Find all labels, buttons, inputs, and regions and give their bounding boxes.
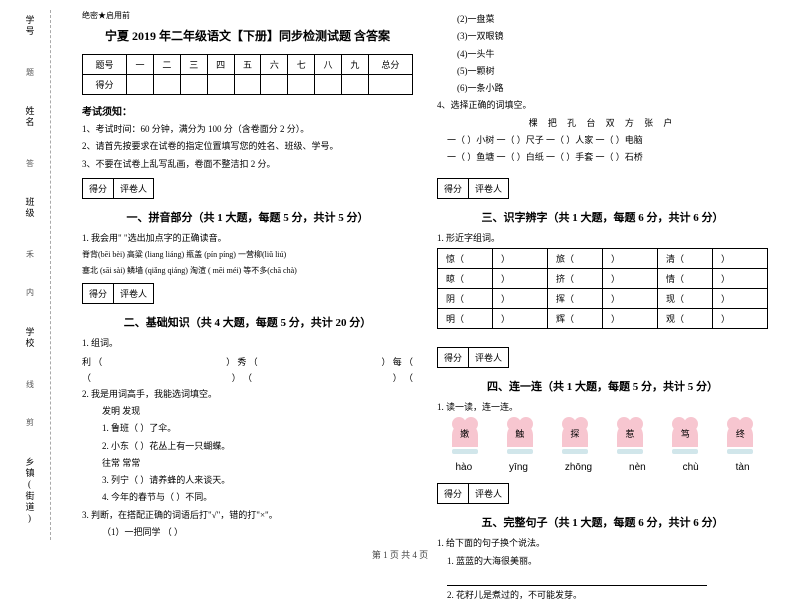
heart-icon[interactable]: 笃 [672,423,698,447]
fill-row: 一（ ）小树 一（ ）尺子 一（ ）人家 一（ ）电脑 [437,133,768,148]
pinyin-line: 脊背(bēi bèi) 高粱 (liang liáng) 瓶盖 (pín pín… [82,248,413,262]
pinyin-row: hào yīng zhōng nèn chù tàn [437,462,768,473]
confidential-label: 绝密★启用前 [82,10,413,21]
sidebar-label[interactable]: 班级 [24,197,37,219]
sub-item: (6)一条小路 [437,81,768,96]
q-text: 3. 判断，在搭配正确的词语后打"√"，错的打"×"。 [82,508,413,523]
th: 六 [261,55,288,75]
score-table: 题号 一 二 三 四 五 六 七 八 九 总分 得分 [82,54,413,95]
sidebar-label[interactable]: 乡镇(街道) [24,457,37,525]
fill-row: 一（ ）鱼塘 一（ ）白纸 一（ ）手套 一（ ）石桥 [437,150,768,165]
side-marker: 剪 [25,418,36,426]
word-row: （ ） （ ） （ [82,371,413,384]
q-text: 4、选择正确的词填空。 [437,98,768,113]
heart-icon[interactable]: 惹 [617,423,643,447]
sub-item: (4)一头牛 [437,47,768,62]
score-box: 得分 评卷人 [437,178,509,199]
notice-title: 考试须知： [82,103,413,118]
th: 四 [207,55,234,75]
sub-item: 往常 常常 [82,456,413,471]
left-column: 绝密★启用前 宁夏 2019 年二年级语文【下册】同步检测试题 含答案 题号 一… [70,10,425,540]
score-box: 得分 评卷人 [437,483,509,504]
heart-icon[interactable]: 探 [562,423,588,447]
pinyin[interactable]: zhōng [565,462,592,473]
th: 五 [234,55,261,75]
binding-sidebar: 学号 题 姓名 答 班级 禾 内 学校 线 剪 乡镇(街道) [0,0,60,540]
sub-item: 发明 发现 [82,404,413,419]
th: 八 [315,55,342,75]
score-cell[interactable] [127,75,154,95]
sentence-item: 2. 花籽儿是煮过的，不可能发芽。 [437,588,768,603]
section-3-title: 三、识字辨字（共 1 大题，每题 6 分，共计 6 分） [437,209,768,225]
pinyin[interactable]: nèn [629,462,646,473]
heart-icon[interactable]: 嫩 [452,423,478,447]
score-box: 得分 评卷人 [82,178,154,199]
section-2-title: 二、基础知识（共 4 大题，每题 5 分，共计 20 分） [82,314,413,330]
th: 题号 [83,55,127,75]
score-label: 得分 [83,75,127,95]
hearts-row: 嫩 触 探 惹 笃 终 [437,423,768,454]
q1: 1. 我会用" "选出加点字的正确读音。 [82,231,413,246]
notice-item: 1、考试时间：60 分钟，满分为 100 分（含卷面分 2 分）。 [82,122,413,137]
sidebar-label[interactable]: 姓名 [24,106,37,128]
page-footer: 第 1 页 共 4 页 [0,548,800,561]
th: 七 [288,55,315,75]
q-text: 1. 组词。 [82,336,413,351]
q-text: 1. 形近字组词。 [437,231,768,246]
th: 三 [180,55,207,75]
score-cell: 得分 [83,179,114,198]
notice-item: 2、请首先按要求在试卷的指定位置填写您的姓名、班级、学号。 [82,139,413,154]
side-marker: 线 [25,380,36,388]
sub-item: 3. 列宁（ ）请养蜂的人来谈天。 [82,473,413,488]
pinyin[interactable]: yīng [509,462,528,473]
cut-line [50,10,51,540]
notice-item: 3、不要在试卷上乱写乱画，卷面不整洁扣 2 分。 [82,157,413,172]
sidebar-label[interactable]: 学校 [24,327,37,349]
word-bank: 棵 把 孔 台 双 方 张 户 [437,116,768,131]
th: 九 [341,55,368,75]
sidebar-label[interactable]: 学号 [24,15,37,37]
th: 一 [127,55,154,75]
q-text: 2. 我是用词高手，我能选词填空。 [82,387,413,402]
section-4-title: 四、连一连（共 1 大题，每题 5 分，共计 5 分） [437,378,768,394]
side-marker: 题 [25,68,36,76]
sub-item: (3)一双眼镜 [437,29,768,44]
pinyin-line: 塞北 (sāi sài) 鳞墙 (qiǎng qiáng) 淘渲 ( mēi m… [82,264,413,278]
score-box: 得分 评卷人 [82,283,154,304]
heart-icon[interactable]: 触 [507,423,533,447]
right-column: (2)一盘菜 (3)一双眼镜 (4)一头牛 (5)一颗树 (6)一条小路 4、选… [425,10,780,540]
sub-item: 4. 今年的春节与（ ）不同。 [82,490,413,505]
answer-line[interactable] [437,571,768,586]
score-box: 得分 评卷人 [437,347,509,368]
word-row: 利 （ ） 秀 （ ） 每 （ [82,355,413,368]
th: 总分 [368,55,412,75]
th: 二 [153,55,180,75]
sub-item: 1. 鲁班（ ）了伞。 [82,421,413,436]
pinyin[interactable]: chù [683,462,699,473]
side-marker: 答 [25,159,36,167]
q-text: 1. 读一读，连一连。 [437,400,768,415]
sub-item: 2. 小东（ ）花丛上有一只蝴蝶。 [82,439,413,454]
section-1-title: 一、拼音部分（共 1 大题，每题 5 分，共计 5 分） [82,209,413,225]
sub-item: (2)一盘菜 [437,12,768,27]
side-marker: 内 [25,288,36,296]
section-5-title: 五、完整句子（共 1 大题，每题 6 分，共计 6 分） [437,514,768,530]
char-table: 惊（）旅（）清（） 晾（）挤（）情（） 阴（）挥（）现（） 明（）辉（）观（） [437,248,768,329]
heart-icon[interactable]: 终 [727,423,753,447]
pinyin[interactable]: hào [455,462,472,473]
pinyin[interactable]: tàn [736,462,750,473]
side-marker: 禾 [25,250,36,258]
exam-title: 宁夏 2019 年二年级语文【下册】同步检测试题 含答案 [82,27,413,44]
sub-item: (5)一颗树 [437,64,768,79]
sub-item: （1）一把同学 （ ） [82,525,413,540]
grader-cell: 评卷人 [114,179,153,198]
